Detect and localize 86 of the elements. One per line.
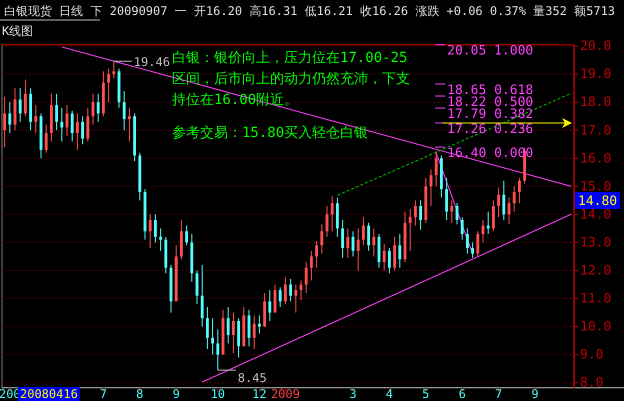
x-tick-label: 7 (100, 387, 108, 401)
y-tick-label: 11.0 (580, 292, 612, 307)
candlestick (456, 202, 458, 225)
candlestick (289, 278, 292, 302)
candlestick (159, 228, 162, 252)
x-tick-label: 4 (386, 387, 394, 401)
x-tick-label: 9 (531, 387, 539, 401)
candlestick (408, 208, 412, 252)
y-tick-label: 8.0 (580, 376, 604, 391)
candlestick (185, 225, 188, 246)
candlestick (486, 211, 490, 235)
candlestick (497, 187, 500, 218)
x-tick-label: 8 (136, 387, 144, 401)
candlestick (248, 309, 250, 347)
candlestick (482, 220, 484, 243)
candlestick (356, 228, 360, 271)
candlestick (274, 284, 276, 314)
candlestick (362, 216, 365, 246)
candlestick (300, 280, 302, 300)
x-tick-label: 9 (172, 387, 180, 401)
candlestick (471, 242, 474, 258)
candlestick (196, 270, 198, 305)
candlestick (388, 248, 391, 274)
candlestick (211, 318, 214, 356)
candlestick (518, 177, 521, 204)
x-tick-label: 6 (458, 387, 466, 401)
text: 14.80 (578, 194, 618, 209)
candlestick (258, 314, 261, 334)
candlestick (330, 196, 334, 232)
candlestick (278, 286, 282, 308)
x-tick-label: 2009 (270, 387, 300, 401)
candlestick (232, 312, 235, 354)
y-tick-label: 18.0 (580, 95, 612, 110)
y-tick-label: 15.0 (580, 179, 612, 194)
candlestick (310, 250, 313, 281)
candlestick (430, 169, 432, 206)
x-tick-label: 12 (252, 387, 267, 401)
annotation: 19.46 (134, 55, 170, 70)
y-tick-label: 13.0 (580, 235, 612, 250)
candlestick (341, 220, 344, 258)
text: 20080416 (20, 387, 78, 401)
candlestick (352, 230, 354, 257)
candlestick (326, 205, 328, 238)
candlestick (81, 116, 84, 145)
chart-title: 白银现货 日线 下 20090907 一 开16.20 高16.31 低16.21 收16.26 涨跌 +0.06 0.37% 量352 额5713 (4, 4, 616, 18)
x-tick-label: 7 (494, 387, 502, 401)
candlestick (419, 200, 422, 230)
annotation: 17.79 0.382 (447, 107, 534, 122)
candlestick (76, 112, 79, 150)
candlestick (508, 197, 510, 225)
candlestick (24, 79, 27, 117)
candlestick (92, 93, 94, 126)
candlestick (154, 214, 157, 243)
candlestick (393, 236, 396, 271)
candlestick (34, 104, 38, 134)
candlestick (315, 240, 318, 268)
y-tick-label: 14.0 (580, 207, 612, 222)
candlestick (367, 222, 370, 252)
candlestick (466, 228, 469, 254)
annotation: 17.26 0.236 (447, 122, 534, 137)
candlestick (96, 93, 100, 122)
y-tick-label: 19.0 (580, 67, 612, 82)
y-tick-label: 16.0 (580, 151, 612, 166)
candlestick (445, 177, 448, 221)
candlestick (66, 104, 68, 136)
chart-subtitle: K线图 (2, 24, 34, 38)
candlestick (107, 68, 110, 103)
y-tick-label: 10.0 (580, 320, 612, 335)
candlestick (128, 107, 131, 142)
candlestick (3, 96, 6, 148)
y-tick-label: 20.0 (580, 39, 612, 54)
candlestick (55, 93, 58, 131)
x-tick-label: 10 (210, 387, 226, 401)
annotation: 8.45 (238, 371, 267, 386)
candlestick (320, 224, 324, 254)
candlestick (206, 306, 209, 350)
annotation: 20.05 1.000 (447, 44, 534, 59)
candlestick (492, 200, 495, 232)
annotation: 参考交易：15.80买入轻仓白银 (172, 125, 368, 141)
y-tick-label: 17.0 (580, 123, 612, 138)
y-tick-label: 9.0 (580, 348, 604, 363)
y-tick-label: 12.0 (580, 264, 612, 278)
x-tick-label: 5 (422, 387, 430, 401)
candlestick (284, 277, 287, 305)
candlestick (414, 200, 417, 226)
x-tick-label: 3 (349, 387, 357, 401)
